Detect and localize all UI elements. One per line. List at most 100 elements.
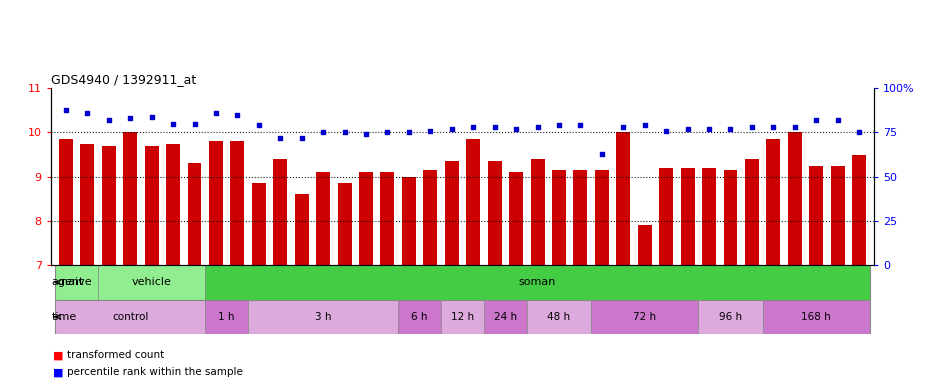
Point: [637, 122, 652, 129]
Point: [80, 110, 94, 116]
Point: [208, 110, 223, 116]
Text: 1 h: 1 h: [218, 312, 235, 322]
Bar: [205, 300, 248, 334]
Bar: [166, 144, 180, 265]
Bar: [295, 194, 309, 265]
Bar: [248, 300, 398, 334]
Text: GDS4940 / 1392911_at: GDS4940 / 1392911_at: [51, 73, 196, 86]
Point: [509, 126, 524, 132]
Point: [294, 135, 309, 141]
Point: [123, 115, 138, 121]
Text: 3 h: 3 h: [314, 312, 331, 322]
Point: [444, 126, 459, 132]
Point: [380, 129, 395, 136]
Text: control: control: [112, 312, 148, 322]
Point: [551, 122, 566, 129]
Bar: [380, 172, 394, 265]
Bar: [424, 170, 438, 265]
Point: [787, 124, 802, 130]
Bar: [702, 168, 716, 265]
Text: soman: soman: [519, 277, 556, 287]
Text: percentile rank within the sample: percentile rank within the sample: [67, 367, 242, 377]
Bar: [531, 159, 545, 265]
Point: [401, 129, 416, 136]
Point: [423, 127, 438, 134]
Point: [573, 122, 587, 129]
Point: [359, 131, 374, 137]
Bar: [359, 172, 373, 265]
Bar: [767, 139, 781, 265]
Text: 96 h: 96 h: [719, 312, 742, 322]
Bar: [398, 300, 441, 334]
Point: [530, 124, 545, 130]
Point: [252, 122, 266, 129]
Point: [58, 106, 73, 113]
Point: [102, 117, 117, 123]
Text: naive: naive: [61, 277, 92, 287]
Bar: [527, 300, 591, 334]
Bar: [144, 146, 158, 265]
Point: [702, 126, 717, 132]
Text: 48 h: 48 h: [548, 312, 571, 322]
Bar: [209, 141, 223, 265]
Bar: [552, 170, 566, 265]
Bar: [509, 172, 523, 265]
Bar: [205, 265, 870, 300]
Point: [723, 126, 738, 132]
Bar: [762, 300, 869, 334]
Text: 12 h: 12 h: [450, 312, 474, 322]
Point: [659, 127, 673, 134]
Bar: [831, 166, 845, 265]
Bar: [698, 300, 762, 334]
Bar: [230, 141, 244, 265]
Point: [616, 124, 631, 130]
Bar: [188, 164, 202, 265]
Bar: [98, 265, 205, 300]
Bar: [338, 183, 352, 265]
Bar: [852, 155, 866, 265]
Bar: [441, 300, 484, 334]
Text: ■: ■: [53, 350, 63, 360]
Bar: [466, 139, 480, 265]
Text: agent: agent: [51, 277, 83, 287]
Bar: [402, 177, 416, 265]
Text: time: time: [51, 312, 77, 322]
Point: [315, 129, 330, 136]
Point: [745, 124, 759, 130]
Text: 24 h: 24 h: [494, 312, 517, 322]
Bar: [681, 168, 695, 265]
Bar: [445, 161, 459, 265]
Text: transformed count: transformed count: [67, 350, 164, 360]
Text: vehicle: vehicle: [131, 277, 171, 287]
Bar: [595, 170, 609, 265]
Bar: [487, 161, 501, 265]
Text: 72 h: 72 h: [634, 312, 657, 322]
Point: [230, 112, 245, 118]
Bar: [123, 132, 137, 265]
Point: [273, 135, 288, 141]
Point: [831, 117, 845, 123]
Point: [595, 151, 610, 157]
Bar: [809, 166, 823, 265]
Bar: [102, 146, 116, 265]
Point: [487, 124, 502, 130]
Point: [187, 121, 202, 127]
Bar: [273, 159, 288, 265]
Text: 6 h: 6 h: [412, 312, 428, 322]
Bar: [252, 183, 265, 265]
Bar: [745, 159, 758, 265]
Bar: [637, 225, 652, 265]
Bar: [80, 144, 94, 265]
Text: 168 h: 168 h: [801, 312, 832, 322]
Bar: [788, 132, 802, 265]
Bar: [660, 168, 673, 265]
Bar: [59, 139, 73, 265]
Point: [466, 124, 481, 130]
Bar: [591, 300, 698, 334]
Point: [144, 114, 159, 120]
Bar: [56, 265, 98, 300]
Bar: [484, 300, 527, 334]
Bar: [316, 172, 330, 265]
Point: [766, 124, 781, 130]
Bar: [723, 170, 737, 265]
